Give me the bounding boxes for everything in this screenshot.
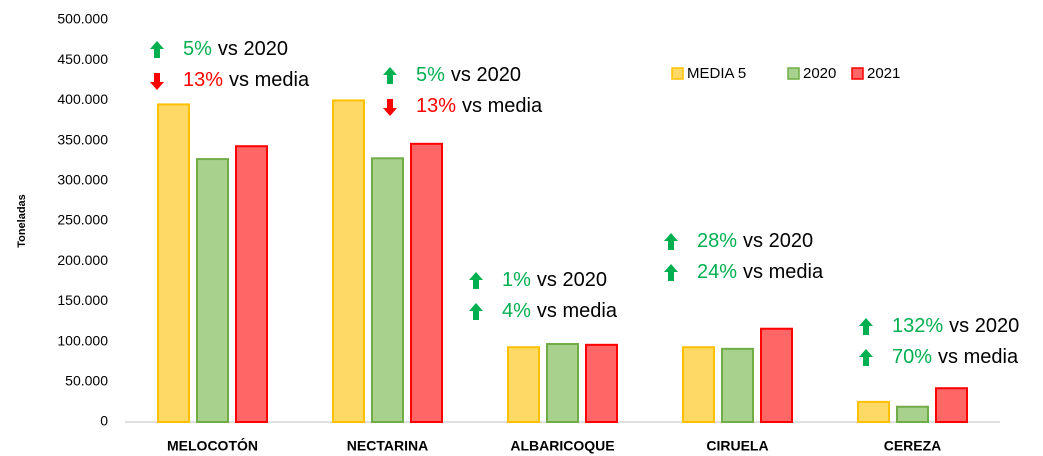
arrow-icon <box>664 264 678 281</box>
legend-label: 2020 <box>803 65 836 82</box>
arrow-icon <box>664 233 678 250</box>
arrow-icon <box>859 349 873 366</box>
annotation-text: vs 2020 <box>949 315 1019 337</box>
arrow-icon <box>150 41 164 58</box>
annotation-text: vs media <box>229 69 310 91</box>
annotation: 1% vs 2020 <box>502 269 607 291</box>
legend-label: 2021 <box>867 65 900 82</box>
y-tick-label: 500.000 <box>57 11 108 27</box>
annotation: 28% vs 2020 <box>697 230 813 252</box>
y-tick-label: 50.000 <box>65 373 108 389</box>
bar <box>235 145 268 423</box>
legend-label: MEDIA 5 <box>687 65 746 82</box>
annotation-pct: 132% <box>892 315 943 337</box>
annotation-pct: 70% <box>892 346 932 368</box>
bar <box>857 400 890 423</box>
y-tick-label: 0 <box>100 413 108 429</box>
x-tick-label: CEREZA <box>884 438 942 454</box>
bar <box>896 405 929 423</box>
legend-swatch <box>787 67 800 80</box>
annotation-text: vs media <box>938 346 1019 368</box>
bar <box>371 157 404 423</box>
annotation: 132% vs 2020 <box>892 315 1019 337</box>
annotation-pct: 24% <box>697 261 737 283</box>
annotation: 70% vs media <box>892 346 1019 368</box>
bar <box>935 387 968 423</box>
annotation-pct: 5% <box>183 38 212 60</box>
annotation: 13% vs media <box>416 95 543 117</box>
y-tick-label: 250.000 <box>57 212 108 228</box>
y-tick-label: 100.000 <box>57 332 108 348</box>
y-tick-label: 200.000 <box>57 252 108 268</box>
bar <box>410 142 443 423</box>
arrow-icon <box>383 99 397 116</box>
annotation: 24% vs media <box>697 261 824 283</box>
x-tick-label: ALBARICOQUE <box>510 438 614 454</box>
y-axis-label: Toneladas <box>16 194 28 248</box>
bar <box>760 327 793 423</box>
annotation-text: vs 2020 <box>537 269 607 291</box>
bar <box>332 99 365 424</box>
annotation: 5% vs 2020 <box>416 64 521 86</box>
bar <box>546 343 579 423</box>
y-tick-label: 450.000 <box>57 51 108 67</box>
bar <box>721 347 754 423</box>
annotation: 5% vs 2020 <box>183 38 288 60</box>
annotation-text: vs media <box>462 95 543 117</box>
annotation-text: vs 2020 <box>743 230 813 252</box>
bar <box>585 343 618 424</box>
x-tick-label: CIRUELA <box>706 438 768 454</box>
y-tick-label: 400.000 <box>57 91 108 107</box>
annotation-pct: 13% <box>183 69 223 91</box>
annotation-text: vs media <box>537 300 618 322</box>
legend-swatch <box>851 67 864 80</box>
annotation-pct: 13% <box>416 95 456 117</box>
annotation-text: vs 2020 <box>451 64 521 86</box>
arrow-icon <box>469 272 483 289</box>
y-tick-label: 150.000 <box>57 292 108 308</box>
arrow-icon <box>469 303 483 320</box>
arrow-icon <box>859 318 873 335</box>
arrow-icon <box>383 67 397 84</box>
annotation: 4% vs media <box>502 300 618 322</box>
annotation-text: vs media <box>743 261 824 283</box>
bar <box>682 346 715 423</box>
y-tick-label: 300.000 <box>57 172 108 188</box>
annotation-pct: 4% <box>502 300 531 322</box>
y-tick-label: 350.000 <box>57 131 108 147</box>
legend-swatch <box>671 67 684 80</box>
arrow-icon <box>150 73 164 90</box>
annotation-text: vs 2020 <box>218 38 288 60</box>
annotation-pct: 28% <box>697 230 737 252</box>
annotation-pct: 1% <box>502 269 531 291</box>
bar <box>157 103 190 423</box>
bar <box>507 346 540 423</box>
annotation-pct: 5% <box>416 64 445 86</box>
x-tick-label: MELOCOTÓN <box>167 437 258 454</box>
annotation: 13% vs media <box>183 69 310 91</box>
x-tick-label: NECTARINA <box>347 438 428 454</box>
bar <box>196 158 229 423</box>
